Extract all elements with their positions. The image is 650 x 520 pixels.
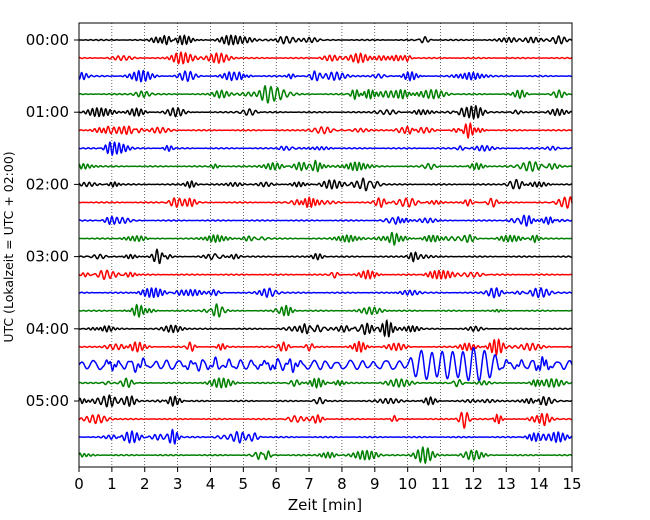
seismogram-trace: [78, 69, 573, 83]
x-tick-label: 3: [173, 475, 183, 493]
x-tick-label: 15: [562, 475, 581, 493]
seismogram-trace: [78, 121, 573, 140]
seismogram-trace: [78, 269, 573, 281]
seismogram-trace: [78, 318, 573, 338]
x-tick-label: 0: [74, 475, 84, 493]
seismogram-trace: [78, 248, 573, 265]
seismogram-trace: [78, 104, 573, 120]
seismogram-trace: [78, 214, 573, 227]
x-tick-label: 5: [239, 475, 249, 493]
x-tick-label: 9: [370, 475, 380, 493]
seismogram-trace: [78, 428, 573, 445]
seismogram-trace: [78, 231, 573, 246]
x-tick-label: 11: [431, 475, 450, 493]
seismogram-trace: [78, 303, 573, 318]
seismogram-trace: [78, 141, 573, 157]
y-tick-label: 01:00: [26, 103, 69, 121]
seismogram-trace: [78, 287, 573, 299]
x-tick-label: 13: [497, 475, 516, 493]
x-tick-label: 14: [530, 475, 549, 493]
x-tick-label: 6: [271, 475, 281, 493]
x-tick-label: 7: [304, 475, 314, 493]
seismogram-trace: [78, 159, 573, 173]
seismogram-trace: [79, 34, 573, 46]
x-tick-label: 1: [107, 475, 117, 493]
y-axis-title: UTC (Lokalzeit = UTC + 02:00): [1, 151, 16, 342]
seismogram-trace: [78, 377, 573, 389]
vertical-grid: [111, 23, 540, 467]
y-tick-label: 05:00: [26, 392, 69, 410]
y-tick-label: 00:00: [26, 31, 69, 49]
seismogram-trace: [78, 347, 573, 382]
x-tick-label: 8: [337, 475, 347, 493]
seismogram-trace: [78, 338, 573, 357]
x-axis-title: Zeit [min]: [288, 496, 362, 514]
seismogram-trace: [78, 394, 573, 408]
seismogram-trace: [78, 51, 573, 65]
seismogram-trace: [78, 411, 573, 429]
seismogram-trace: [78, 177, 573, 192]
seismogram-trace: [78, 196, 573, 209]
x-tick-label: 4: [206, 475, 216, 493]
y-tick-label: 02:00: [26, 175, 69, 193]
plot-frame: [78, 22, 573, 468]
y-tick-label: 04:00: [26, 320, 69, 338]
x-tick-label: 12: [464, 475, 483, 493]
x-tick-label: 10: [398, 475, 417, 493]
y-axis-ticks: 00:00 01:00 02:00 03:00 04:00 05:00: [26, 31, 79, 410]
x-axis-ticks: 0 1 2 3 4 5 6 7 8 9 10 11 12 13 14 15: [74, 467, 582, 493]
seismogram-trace: [78, 445, 573, 465]
seismogram-trace: [78, 84, 573, 105]
y-tick-label: 03:00: [26, 248, 69, 266]
seismogram-traces: [78, 34, 573, 465]
x-tick-label: 2: [140, 475, 150, 493]
